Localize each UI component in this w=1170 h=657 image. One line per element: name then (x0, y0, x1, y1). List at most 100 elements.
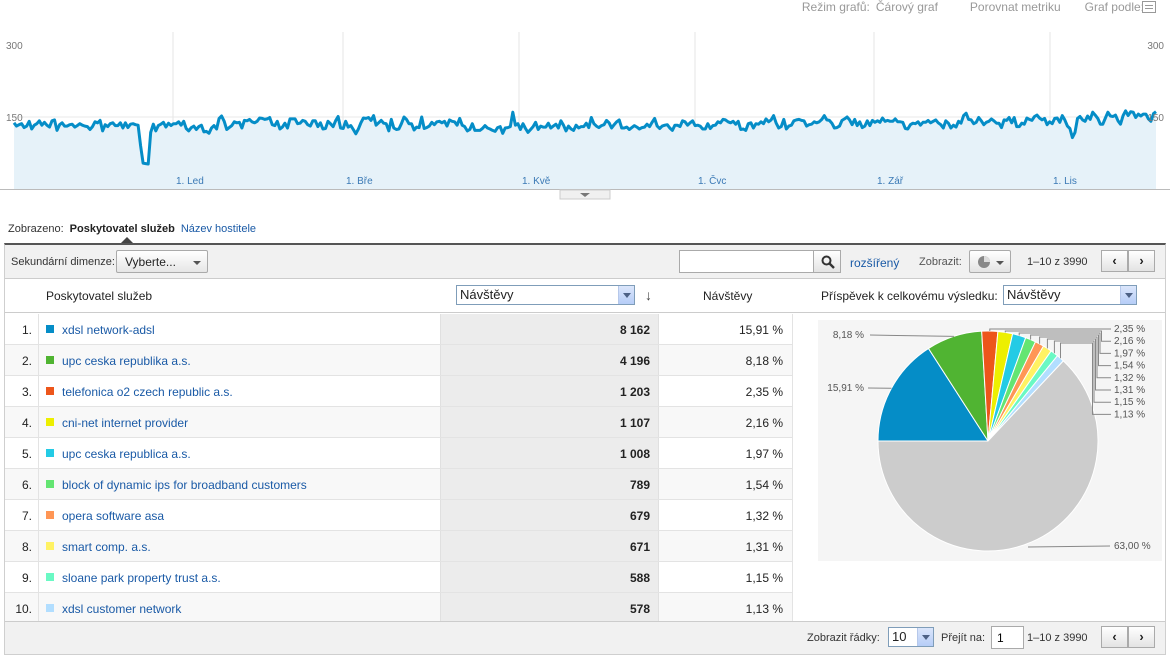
provider-link[interactable]: block of dynamic ips for broadband custo… (62, 478, 307, 492)
row-index: 6. (5, 469, 39, 499)
pie-leader-line (1018, 332, 1111, 354)
compare-metric-link[interactable]: Porovnat metriku (969, 0, 1061, 14)
provider-link[interactable]: xdsl customer network (62, 602, 182, 616)
row-index: 8. (5, 531, 39, 561)
visits-percent: 1,54 % (660, 469, 793, 499)
metric-select[interactable]: Návštěvy (456, 285, 635, 305)
active-tab-caret-icon (120, 237, 134, 244)
table-controls: Sekundární dimenze: Vyberte... rozšířený… (5, 245, 1165, 279)
color-swatch (46, 604, 54, 612)
pie-svg: 15,91 %8,18 %2,35 %2,16 %1,97 %1,54 %1,3… (827, 324, 1151, 552)
color-swatch (46, 325, 54, 333)
visits-percent: 15,91 % (660, 314, 793, 344)
pie-label: 1,97 % (1114, 348, 1145, 359)
provider-link[interactable]: cni-net internet provider (62, 416, 189, 430)
pagination-range: 1–10 z 3990 (1027, 256, 1088, 268)
chevron-down-icon (193, 261, 201, 265)
dimension-tabs: Zobrazeno: Poskytovatel služeb Název hos… (8, 223, 256, 235)
pie-leader-line (869, 334, 954, 337)
y-tick-label-right: 150 (1147, 113, 1164, 124)
x-tick-label: 1. Zář (877, 176, 904, 187)
secondary-dimension-select[interactable]: Vyberte... (116, 250, 208, 273)
color-swatch (46, 511, 54, 519)
visits-percent: 8,18 % (660, 345, 793, 375)
row-index: 4. (5, 407, 39, 437)
pie-leader-line (1004, 330, 1111, 342)
series-area (14, 110, 1156, 189)
secondary-dimension-value: Vyberte... (125, 255, 176, 269)
table-row: 4. cni-net internet provider 1 107 2,16 % (5, 407, 793, 438)
pie-leader-line (989, 328, 1111, 331)
row-index: 1. (5, 314, 39, 344)
graph-mode-value[interactable]: Čárový graf (875, 0, 938, 14)
pie-label: 1,13 % (1114, 409, 1145, 420)
visits-line-chart: 300 300 150 150 1. Led 1. Bře 1. Kvě 1. Čvc 1. Z… (0, 30, 1170, 200)
pie-slice (877, 360, 1099, 552)
table-row: 3. telefonica o2 czech republic a.s. 1 203… (5, 376, 793, 407)
row-index: 2. (5, 345, 39, 375)
provider-link[interactable]: sloane park property trust a.s. (62, 571, 221, 585)
table-rows: 1. xdsl network-adsl 8 162 15,91 % 2. upc ce… (5, 314, 793, 624)
y-tick-label: 300 (6, 41, 23, 52)
x-tick-label: 1. Kvě (522, 176, 551, 187)
provider-link[interactable]: upc ceska republika a.s. (62, 354, 191, 368)
table-row: 6. block of dynamic ips for broadband cus… (5, 469, 793, 500)
visits-percent: 1,32 % (660, 500, 793, 530)
color-swatch (46, 480, 54, 488)
sort-desc-icon[interactable]: ↓ (645, 287, 652, 303)
advanced-filter-link[interactable]: rozšířený (850, 256, 900, 270)
provider-link[interactable]: smart comp. a.s. (62, 540, 151, 554)
dimension-tab-provider[interactable]: Poskytovatel služeb (69, 223, 175, 235)
graph-by-label: Graf podle: (1084, 0, 1144, 14)
header-visits: Návštěvy (703, 289, 753, 303)
rows-per-page-label: Zobrazit řádky: (807, 632, 880, 644)
visits-value: 578 (440, 593, 659, 623)
visits-percent: 1,31 % (660, 531, 793, 561)
pie-leader-line (1030, 334, 1111, 367)
view-label: Zobrazit: (919, 256, 962, 268)
pie-leader-line (1027, 545, 1111, 548)
color-swatch (46, 418, 54, 426)
color-swatch (46, 387, 54, 395)
header-contribution: Příspěvek k celkovému výsledku: (821, 289, 998, 303)
rows-per-page-value: 10 (892, 629, 907, 644)
table-row: 5. upc ceska republica a.s. 1 008 1,97 % (5, 438, 793, 469)
prev-page-button[interactable]: ‹ (1101, 250, 1128, 272)
dimension-tab-hostname[interactable]: Název hostitele (180, 223, 257, 235)
pie-label: 1,54 % (1114, 361, 1145, 372)
provider-link[interactable]: opera software asa (62, 509, 165, 523)
table-row: 9. sloane park property trust a.s. 588 1,15… (5, 562, 793, 593)
pie-leader-line (1039, 336, 1111, 379)
prev-page-button[interactable]: ‹ (1101, 626, 1128, 648)
report-table: Sekundární dimenze: Vyberte... rozšířený… (4, 243, 1166, 655)
view-mode-button[interactable] (969, 250, 1011, 273)
contribution-select[interactable]: Návštěvy (1003, 285, 1137, 305)
graph-toolbar: Režim grafů: Čárový graf Porovnat metrik… (802, 0, 1144, 16)
provider-link[interactable]: xdsl network-adsl (62, 323, 155, 337)
metric-select-value: Návštěvy (460, 287, 514, 302)
collapse-arrow-icon (580, 193, 590, 197)
graph-by-day-icon[interactable] (1142, 1, 1156, 13)
visits-percent: 1,13 % (660, 593, 793, 623)
color-swatch (46, 449, 54, 457)
goto-page-input[interactable] (991, 626, 1024, 649)
next-page-button[interactable]: › (1128, 250, 1155, 272)
search-button[interactable] (813, 250, 841, 273)
search-input[interactable] (679, 250, 814, 273)
row-index: 3. (5, 376, 39, 406)
pie-label: 63,00 % (1114, 541, 1151, 552)
pie-label: 2,35 % (1114, 324, 1145, 335)
y-tick-label: 150 (6, 113, 23, 124)
rows-per-page-select[interactable]: 10 (888, 627, 934, 647)
row-index: 5. (5, 438, 39, 468)
visits-value: 679 (440, 500, 659, 530)
row-index: 10. (5, 593, 39, 623)
series-line (12, 109, 1157, 166)
provider-link[interactable]: telefonica o2 czech republic a.s. (62, 385, 233, 399)
pie-slice (877, 347, 989, 442)
color-swatch (46, 573, 54, 581)
pagination-range-bottom: 1–10 z 3990 (1027, 632, 1088, 644)
color-swatch (46, 542, 54, 550)
next-page-button[interactable]: › (1128, 626, 1155, 648)
provider-link[interactable]: upc ceska republica a.s. (62, 447, 191, 461)
